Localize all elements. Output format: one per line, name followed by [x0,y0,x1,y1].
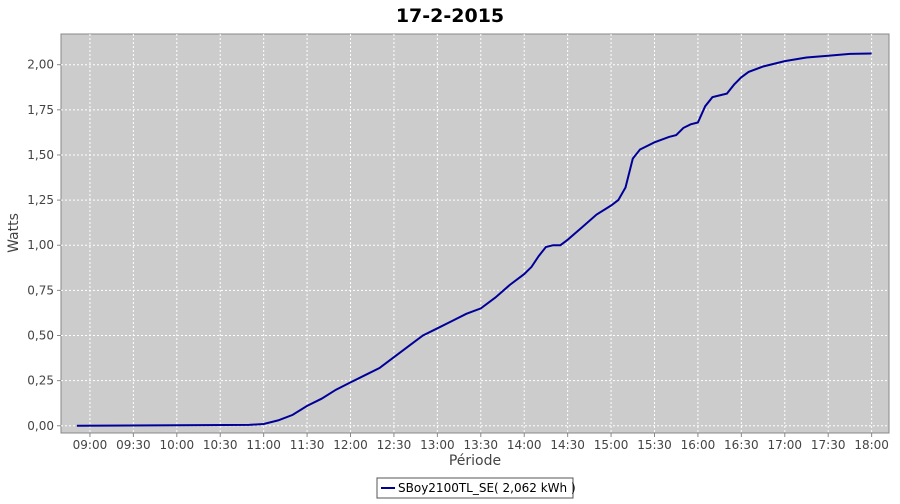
x-tick-label: 16:30 [724,438,759,452]
y-tick-label: 1,25 [27,193,54,207]
x-tick-label: 12:30 [377,438,412,452]
x-tick-label: 15:00 [594,438,629,452]
y-tick-label: 1,75 [27,103,54,117]
x-tick-label: 17:00 [767,438,802,452]
y-tick-label: 1,00 [27,238,54,252]
x-tick-label: 13:00 [420,438,455,452]
legend-box [376,477,574,499]
x-tick-label: 18:00 [854,438,889,452]
legend-label: SBoy2100TL_SE( 2,062 kWh ) [398,481,576,495]
y-axis-label: Watts [6,213,22,253]
y-tick-label: 0,00 [27,419,54,433]
y-tick-label: 2,00 [27,58,54,72]
x-tick-label: 17:30 [811,438,846,452]
x-axis-label: Période [449,453,501,469]
y-tick-label: 1,50 [27,148,54,162]
x-tick-label: 10:00 [160,438,195,452]
chart-title: 17-2-2015 [396,5,504,27]
y-tick-label: 0,25 [27,374,54,388]
x-tick-label: 09:00 [73,438,108,452]
x-tick-label: 10:30 [203,438,238,452]
x-tick-label: 11:30 [290,438,325,452]
x-tick-label: 15:30 [637,438,672,452]
legend: SBoy2100TL_SE( 2,062 kWh ) [376,477,576,499]
x-tick-label: 12:00 [333,438,368,452]
x-tick-label: 14:00 [507,438,542,452]
x-tick-label: 13:30 [463,438,498,452]
x-tick-label: 16:00 [681,438,716,452]
x-tick-label: 14:30 [550,438,585,452]
x-tick-label: 09:30 [116,438,151,452]
plot-area [60,33,890,434]
y-tick-label: 0,50 [27,329,54,343]
data-line [76,52,872,427]
x-tick-label: 11:00 [246,438,281,452]
y-tick-label: 0,75 [27,283,54,297]
